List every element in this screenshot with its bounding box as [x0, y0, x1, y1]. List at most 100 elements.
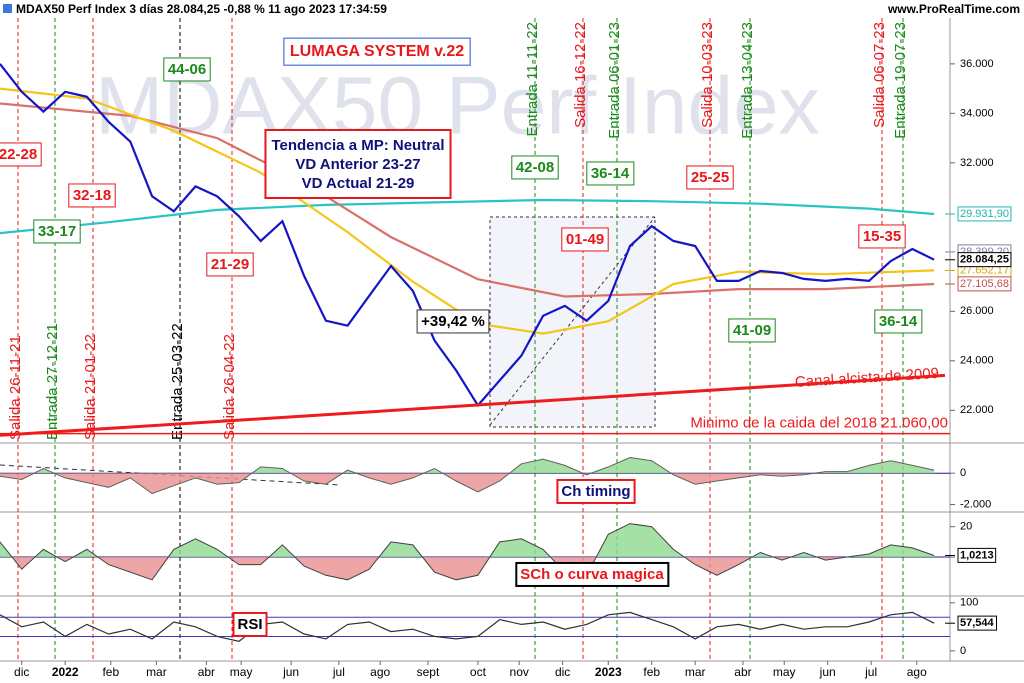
- timing-trend: [0, 464, 341, 486]
- x-tick-label: feb: [643, 665, 660, 679]
- label-box: [283, 37, 471, 66]
- signal-label: Salida 10-03-23: [699, 22, 716, 128]
- label-box: [206, 252, 254, 277]
- series-line: [0, 456, 935, 495]
- label-box: [957, 276, 1012, 292]
- y-tick-label: 20: [960, 521, 972, 533]
- watermark: MDAX50 Perf Index: [95, 61, 820, 152]
- annotation: 21-29: [211, 256, 249, 273]
- x-tick-label: feb: [102, 665, 119, 679]
- area-fill: [0, 473, 935, 494]
- last-value-label: 27.652,17: [960, 264, 1009, 276]
- y-tick-label: 22.000: [960, 404, 994, 416]
- signal-label: Salida 21-01-22: [82, 334, 99, 440]
- signal-label: Salida 26-11-21: [7, 335, 24, 440]
- label-box: [686, 165, 734, 190]
- x-tick-label: mar: [685, 665, 706, 679]
- label-box: [33, 219, 81, 244]
- annotation: +39,42 %: [421, 313, 485, 330]
- x-tick-label: 2023: [595, 665, 622, 679]
- annotation: 36-14: [591, 165, 630, 182]
- annotation: 32-18: [73, 187, 111, 204]
- series-line: [0, 611, 935, 642]
- annotation: 25-25: [691, 169, 729, 186]
- label-box: [416, 309, 490, 334]
- label-box: [163, 57, 211, 82]
- trend-label: VD Actual 21-29: [302, 175, 415, 192]
- y-tick-label: 0: [960, 467, 966, 479]
- trend-label: VD Anterior 23-27: [295, 156, 420, 173]
- panel-label: SCh o curva magica: [520, 566, 664, 583]
- area-fill: [12, 557, 847, 580]
- series-line: [0, 102, 935, 298]
- annotation: 36-14: [879, 313, 918, 330]
- selection-diagonal: [489, 216, 656, 426]
- annotation: 33-17: [38, 223, 76, 240]
- x-tick-label: jun: [282, 665, 299, 679]
- label-box: [728, 318, 776, 343]
- y-tick-label: 36.000: [960, 58, 994, 70]
- x-tick-label: ago: [907, 665, 927, 679]
- x-tick-label: jul: [332, 665, 345, 679]
- x-tick-label: ago: [370, 665, 390, 679]
- signal-label: Salida 16-12-22: [572, 22, 589, 128]
- last-value-label: 29.931,90: [960, 208, 1009, 220]
- trend-label: Tendencia a MP: Neutral: [271, 137, 444, 154]
- annotation: 15-35: [863, 228, 901, 245]
- annotation: 01-49: [566, 231, 604, 248]
- x-tick-label: mar: [146, 665, 167, 679]
- annotation: 22-28: [0, 146, 37, 163]
- annotation: 41-09: [733, 322, 771, 339]
- label-box: [874, 309, 923, 334]
- x-tick-label: may: [773, 665, 796, 679]
- label-box: [0, 142, 42, 167]
- x-tick-label: sept: [417, 665, 440, 679]
- system-label: LUMAGA SYSTEM v.22: [290, 43, 464, 60]
- last-value-label: 57,544: [960, 617, 995, 629]
- y-tick-label: 24.000: [960, 355, 994, 367]
- annotation: 44-06: [168, 61, 206, 78]
- label-box: [957, 615, 998, 631]
- series-line: [0, 63, 935, 408]
- y-tick-label: 100: [960, 597, 978, 609]
- y-tick-label: 34.000: [960, 107, 994, 119]
- header-source: www.ProRealTime.com: [887, 2, 1020, 16]
- series-line: [0, 198, 935, 235]
- x-tick-label: jul: [864, 665, 877, 679]
- label-box: [68, 183, 116, 208]
- signal-label: Entrada 11-11-22: [524, 22, 541, 137]
- annotation: 42-08: [516, 159, 554, 176]
- label-box: [556, 478, 636, 504]
- label-box: [511, 155, 559, 180]
- label-box: [957, 252, 1012, 268]
- series-line: [0, 523, 935, 581]
- x-tick-label: 2022: [52, 665, 79, 679]
- trend-box: [264, 129, 452, 199]
- x-tick-label: nov: [510, 665, 529, 679]
- header-title: MDAX50 Perf Index 3 días 28.084,25 -0,88…: [16, 2, 387, 16]
- signal-label: Entrada 19-07-23: [892, 22, 909, 139]
- signal-label: Entrada 13-04-23: [739, 22, 756, 139]
- signal-label: Entrada 27-12-21: [44, 323, 61, 440]
- x-tick-label: dic: [14, 665, 29, 679]
- label-box: [957, 547, 997, 563]
- header-bar: [0, 0, 1024, 18]
- last-value-label: 1,0213: [960, 549, 994, 561]
- y-tick-label: 26.000: [960, 305, 994, 317]
- label-box: [858, 224, 906, 249]
- label-box: [561, 227, 609, 252]
- x-tick-label: oct: [470, 665, 487, 679]
- x-tick-label: abr: [198, 665, 215, 679]
- panel-label: Ch timing: [561, 483, 630, 500]
- channel-line: [0, 373, 946, 437]
- signal-label: Entrada 25-03-22: [169, 323, 186, 440]
- signal-label: Salida 06-07-23: [871, 22, 888, 128]
- y-tick-label: 32.000: [960, 157, 994, 169]
- x-tick-label: abr: [734, 665, 751, 679]
- panel-label: RSI: [237, 616, 262, 633]
- label-box: [586, 161, 635, 186]
- label-box: [515, 561, 670, 587]
- last-value-label: 27.105,68: [960, 278, 1009, 290]
- signal-label: Entrada 06-01-23: [606, 22, 623, 139]
